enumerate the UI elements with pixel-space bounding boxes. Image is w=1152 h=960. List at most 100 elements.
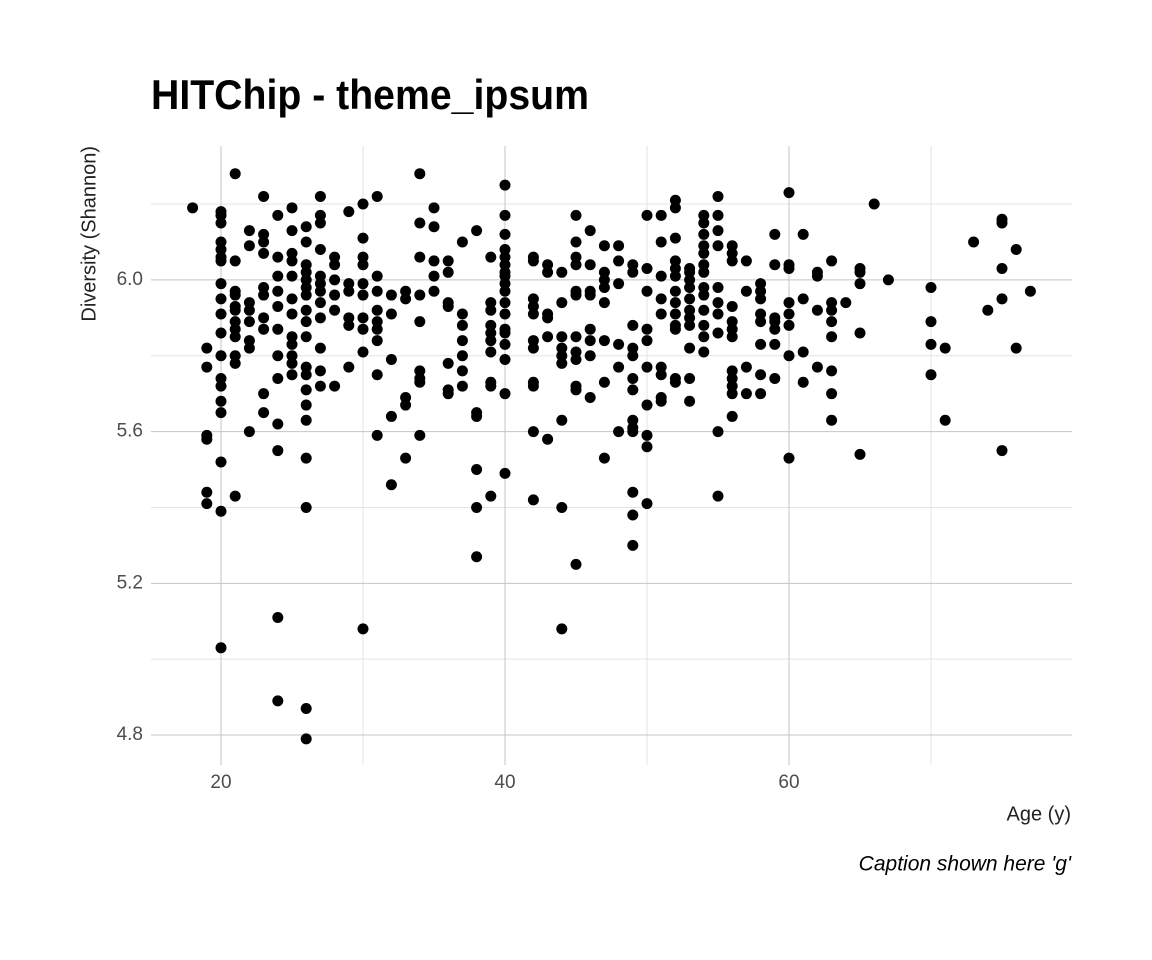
point: [570, 209, 582, 221]
point: [229, 357, 241, 369]
point: [627, 350, 639, 362]
point: [641, 323, 653, 335]
point: [314, 380, 326, 392]
point: [385, 354, 397, 366]
point: [357, 289, 369, 301]
point: [258, 228, 270, 240]
point: [215, 293, 227, 305]
point: [598, 376, 610, 388]
point: [598, 240, 610, 252]
point: [769, 373, 781, 385]
point: [329, 274, 341, 286]
point: [584, 289, 596, 301]
point: [485, 380, 497, 392]
point: [414, 429, 426, 441]
point: [243, 335, 255, 347]
point: [286, 308, 298, 320]
point: [641, 263, 653, 275]
point: [684, 304, 696, 316]
point: [272, 445, 284, 457]
x-tick-label: 20: [210, 772, 231, 793]
point: [698, 259, 710, 271]
point: [300, 733, 312, 745]
point: [229, 255, 241, 267]
point: [726, 247, 738, 259]
point: [669, 202, 681, 214]
point: [258, 323, 270, 335]
point: [201, 486, 213, 498]
point: [698, 228, 710, 240]
point: [258, 236, 270, 248]
point: [712, 426, 724, 438]
point: [854, 278, 866, 290]
point: [783, 308, 795, 320]
point: [698, 304, 710, 316]
point: [840, 297, 852, 309]
point: [556, 297, 568, 309]
point: [826, 255, 838, 267]
point: [783, 452, 795, 464]
point: [527, 308, 539, 320]
point: [698, 217, 710, 229]
point: [400, 285, 412, 297]
point: [243, 342, 255, 354]
point: [755, 293, 767, 305]
point: [300, 331, 312, 343]
point: [598, 452, 610, 464]
point: [499, 251, 511, 263]
point: [570, 331, 582, 343]
point: [527, 255, 539, 267]
point: [499, 354, 511, 366]
point: [215, 217, 227, 229]
point: [755, 278, 767, 290]
point: [669, 270, 681, 282]
point: [698, 266, 710, 278]
point: [854, 327, 866, 339]
point: [499, 278, 511, 290]
point: [300, 221, 312, 233]
caption: Caption shown here 'g': [859, 853, 1072, 876]
point: [414, 365, 426, 377]
point: [726, 300, 738, 312]
point: [740, 285, 752, 297]
point: [556, 414, 568, 426]
point: [371, 316, 383, 328]
point: [286, 225, 298, 237]
point: [655, 361, 667, 373]
point: [215, 308, 227, 320]
point: [286, 247, 298, 259]
point: [385, 479, 397, 491]
point: [471, 551, 483, 563]
point: [471, 225, 483, 237]
point: [357, 259, 369, 271]
point: [1024, 285, 1036, 297]
point: [215, 407, 227, 419]
point: [925, 369, 937, 381]
point: [712, 308, 724, 320]
point: [400, 293, 412, 305]
point: [215, 456, 227, 468]
point: [996, 293, 1008, 305]
point: [755, 308, 767, 320]
point: [627, 426, 639, 438]
y-tick-label: 4.8: [117, 724, 143, 745]
point: [456, 319, 468, 331]
point: [797, 293, 809, 305]
point: [627, 259, 639, 271]
point: [243, 316, 255, 328]
point: [570, 558, 582, 570]
point: [300, 266, 312, 278]
point: [300, 702, 312, 714]
point: [726, 316, 738, 328]
x-tick-label: 40: [494, 772, 515, 793]
point: [272, 285, 284, 297]
point: [584, 391, 596, 403]
point: [527, 426, 539, 438]
point: [527, 342, 539, 354]
point: [300, 501, 312, 513]
point: [300, 316, 312, 328]
point: [286, 369, 298, 381]
point: [783, 187, 795, 199]
point: [783, 263, 795, 275]
